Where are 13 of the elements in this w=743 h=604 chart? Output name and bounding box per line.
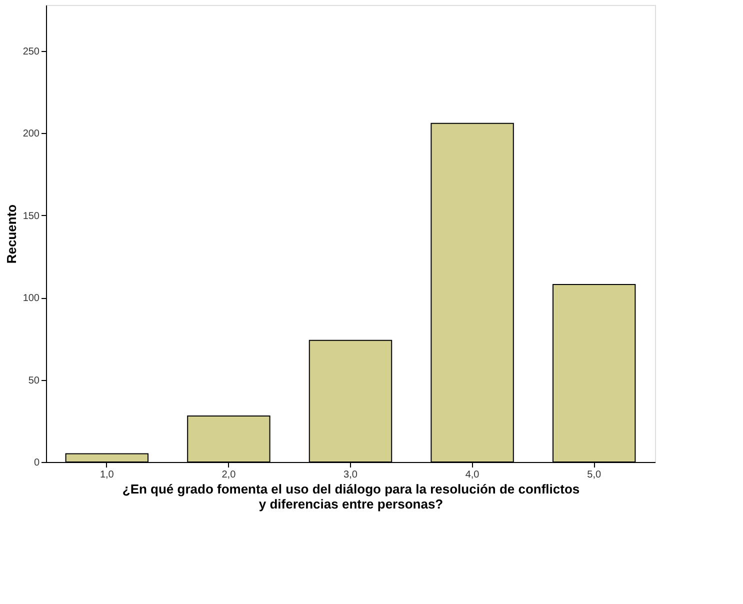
- y-tick-label: 150: [22, 210, 40, 222]
- y-tick-label: 100: [22, 293, 40, 304]
- x-tick-label: 1,0: [100, 470, 114, 480]
- y-tick-label: 0: [34, 458, 40, 468]
- y-tick-label: 250: [22, 46, 40, 58]
- y-tick-label: 50: [28, 375, 40, 386]
- x-tick-label: 4,0: [465, 470, 480, 480]
- x-tick-label: 5,0: [587, 470, 602, 480]
- y-axis-title: Recuento: [4, 204, 19, 264]
- x-tick-label: 2,0: [222, 470, 236, 480]
- x-axis-title: ¿En qué grado fomenta el uso del diálogo para la resolución de conflictos y diferencias entre personas?: [122, 482, 580, 512]
- y-tick-label: 200: [22, 128, 40, 140]
- x-tick-label: 3,0: [344, 470, 358, 480]
